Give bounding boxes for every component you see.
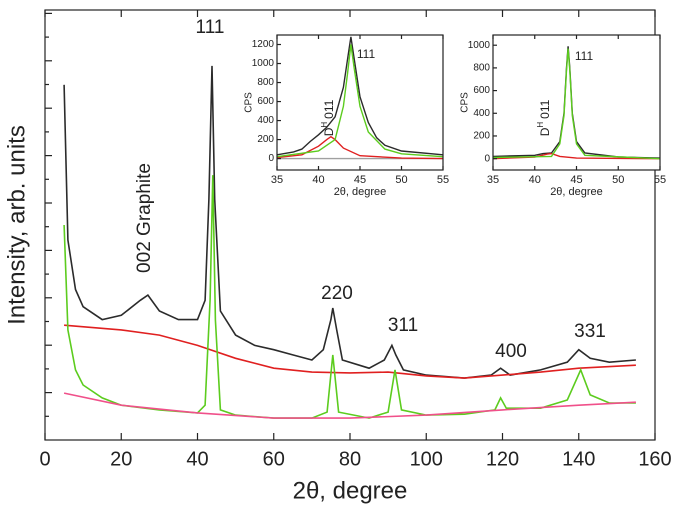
- inset-background: [493, 35, 660, 170]
- dh-sup: H: [320, 122, 329, 128]
- dh-label: DH 011: [536, 99, 552, 136]
- y-tick-label: 0: [484, 153, 490, 164]
- annotation: 111: [575, 49, 594, 63]
- x-tick-label: 55: [437, 174, 449, 186]
- x-axis-label: 2θ, degree: [550, 186, 603, 198]
- y-tick-label: 800: [473, 63, 490, 74]
- x-tick-label: 160: [638, 448, 671, 470]
- annotation: 002 Graphite: [134, 163, 155, 273]
- data-line: [277, 44, 443, 158]
- y-tick-label: 1200: [252, 39, 275, 50]
- y-tick-label: 0: [268, 153, 274, 164]
- x-tick-label: 55: [654, 174, 666, 186]
- annotation: 111: [196, 17, 225, 38]
- dh-suffix: 011: [538, 99, 552, 118]
- data-line: [277, 36, 443, 156]
- x-tick-label: 40: [186, 448, 208, 470]
- y-tick-label: 200: [473, 131, 490, 142]
- x-tick-label: 35: [487, 174, 499, 186]
- annotation: 400: [495, 341, 527, 362]
- y-tick-label: 200: [257, 134, 274, 145]
- x-tick-label: 120: [486, 448, 519, 470]
- data-line: [277, 135, 443, 160]
- y-tick-label: 1000: [468, 40, 491, 51]
- data-line: [64, 324, 636, 379]
- data-line: [63, 65, 636, 379]
- y-axis-label: Intensity, arb. units: [3, 125, 30, 325]
- x-tick-label: 40: [529, 174, 541, 186]
- x-tick-label: 35: [271, 174, 283, 186]
- y-tick-label: 600: [257, 96, 274, 107]
- y-tick-label: 400: [257, 115, 274, 126]
- x-axis-label: 2θ, degree: [293, 477, 408, 504]
- y-tick-label: 600: [473, 85, 490, 96]
- annotation: 220: [321, 283, 353, 304]
- y-axis-label: CPS: [244, 92, 255, 113]
- x-tick-label: 45: [570, 174, 582, 186]
- x-tick-label: 100: [410, 448, 443, 470]
- x-tick-label: 140: [562, 448, 595, 470]
- annotation: 331: [574, 321, 606, 342]
- y-axis-label: CPS: [460, 92, 471, 113]
- x-tick-label: 80: [339, 448, 361, 470]
- y-tick-label: 1000: [252, 58, 275, 69]
- x-tick-label: 0: [39, 448, 50, 470]
- y-tick-label: 800: [257, 77, 274, 88]
- x-tick-label: 50: [612, 174, 624, 186]
- x-tick-label: 60: [263, 448, 285, 470]
- x-tick-label: 20: [110, 448, 132, 470]
- x-tick-label: 50: [395, 174, 407, 186]
- dh-suffix: 011: [322, 99, 336, 118]
- x-axis-label: 2θ, degree: [334, 186, 387, 198]
- dh-label: DH 011: [320, 99, 336, 136]
- dh-main: D: [322, 127, 336, 136]
- data-line: [493, 48, 660, 160]
- y-tick-label: 400: [473, 108, 490, 119]
- dh-main: D: [538, 127, 552, 136]
- x-tick-label: 45: [354, 174, 366, 186]
- dh-sup: H: [536, 122, 545, 128]
- annotation: 111: [357, 47, 376, 61]
- data-line: [63, 392, 636, 419]
- x-tick-label: 40: [312, 174, 324, 186]
- annotation: 311: [388, 315, 418, 336]
